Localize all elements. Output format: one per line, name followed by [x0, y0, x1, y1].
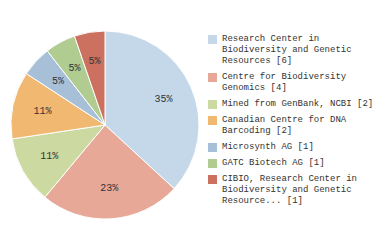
html-text:Biodiversity and Genetic: Biodiversity and Genetic	[222, 44, 352, 55]
svg-text:5%: 5%	[52, 76, 64, 87]
html-text:Genomics [4]: Genomics [4]	[222, 82, 287, 93]
html-text:Resources [6]: Resources [6]	[222, 55, 293, 66]
svg-text:5%: 5%	[88, 56, 100, 67]
svg-text:35%: 35%	[155, 94, 173, 105]
html-text:Resource... [1]: Resource... [1]	[222, 195, 303, 206]
html-text:Research Center in: Research Center in	[222, 33, 320, 44]
html-text:Centre for Biodiversity: Centre for Biodiversity	[222, 71, 347, 82]
html-text:Mined from GenBank, NCBI [2]: Mined from GenBank, NCBI [2]	[222, 98, 374, 109]
html-text:Barcoding [2]: Barcoding [2]	[222, 125, 293, 136]
svg-text:5%: 5%	[69, 63, 81, 74]
svg-text:11%: 11%	[40, 151, 58, 162]
html-text:Canadian Centre for DNA: Canadian Centre for DNA	[222, 114, 347, 125]
html-text:CIBIO, Research Center in: CIBIO, Research Center in	[222, 173, 357, 184]
svg-text:11%: 11%	[34, 106, 52, 117]
html-text:Microsynth AG [1]: Microsynth AG [1]	[222, 141, 314, 152]
html-text:GATC Biotech AG [1]: GATC Biotech AG [1]	[222, 157, 325, 168]
html-text:Biodiversity and Genetic: Biodiversity and Genetic	[222, 184, 352, 195]
svg-text:23%: 23%	[100, 183, 118, 194]
